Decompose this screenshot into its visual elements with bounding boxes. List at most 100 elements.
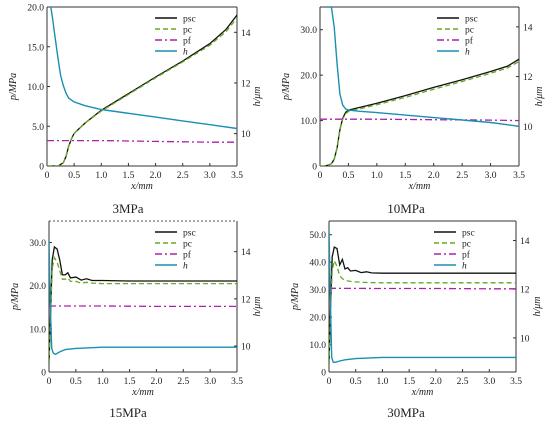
y-tick-label: 20.0	[300, 72, 317, 82]
series-line-psc	[320, 58, 519, 166]
y2-tick-label: 12	[523, 73, 533, 83]
legend-label-pc: pc	[183, 240, 192, 250]
y-tick-label: 10.0	[300, 117, 317, 127]
legend-label-pc: pc	[462, 240, 471, 250]
x-axis-label: x/mm	[408, 181, 431, 192]
y-tick-label: 5.0	[32, 123, 44, 133]
legend-label-pf: pf	[183, 36, 192, 47]
y2-tick-label: 10	[523, 123, 533, 133]
series-line-psc	[329, 246, 516, 364]
y-tick-label: 0	[41, 369, 46, 379]
y-axis-label: p/MPa	[290, 283, 301, 311]
legend-label-pf: pf	[462, 250, 471, 261]
y-tick-label: 0	[321, 369, 326, 379]
y-axis-label: p/MPa	[281, 73, 292, 101]
legend-label-psc: psc	[183, 15, 196, 25]
series-line-pc	[329, 258, 516, 364]
x-tick-label: 1.5	[403, 377, 415, 387]
y2-tick-label: 10	[241, 343, 251, 353]
series-line-h	[324, 7, 519, 127]
x-tick-label: 3.0	[204, 171, 216, 181]
panel-caption: 15MPa	[109, 405, 147, 420]
x-tick-label: 0	[47, 377, 52, 387]
legend-label-psc: psc	[183, 229, 196, 239]
x-tick-label: 0	[45, 171, 50, 181]
y2-tick-label: 10	[241, 130, 251, 140]
x-tick-label: 0.5	[350, 377, 362, 387]
x-tick-label: 1.5	[124, 377, 136, 387]
y2-axis-label: h/μm	[534, 86, 545, 106]
series-line-pc	[320, 60, 519, 166]
x-tick-label: 2.0	[428, 171, 440, 181]
panel-caption: 30MPa	[387, 405, 425, 420]
legend-label-psc: psc	[465, 15, 478, 25]
y-tick-label: 20.0	[29, 282, 46, 292]
y-tick-label: 50.0	[309, 231, 326, 241]
y2-tick-label: 14	[241, 248, 251, 258]
y-axis-label: p/MPa	[8, 73, 19, 101]
x-tick-label: 2.5	[456, 171, 468, 181]
legend-label-h: h	[183, 48, 188, 58]
x-tick-label: 3.5	[510, 377, 522, 387]
legend-label-h: h	[183, 262, 188, 272]
x-tick-label: 2.0	[430, 377, 442, 387]
y-tick-label: 40.0	[309, 259, 326, 269]
chart-panel-4: 0 0.5 1.0 1.5 2.0 2.5 3.0 3.5 0 10.0 20.0 30.0 40.0 5…	[290, 220, 543, 420]
chart-panel-3: 0 0.5 1.0 1.5 2.0 2.5 3.0 3.5 0 10.0 20.0 30.0 10 12 1…	[10, 220, 263, 420]
y-tick-label: 20.0	[309, 314, 326, 324]
y2-tick-label: 10	[520, 334, 530, 344]
y-tick-label: 20.0	[27, 4, 44, 14]
x-axis-label: x/mm	[131, 387, 154, 398]
x-tick-label: 3.0	[204, 377, 216, 387]
y2-tick-label: 12	[241, 79, 251, 89]
y2-tick-label: 12	[241, 295, 251, 305]
legend-label-pf: pf	[465, 36, 474, 47]
y-tick-label: 0	[39, 163, 44, 173]
x-tick-label: 0	[327, 377, 332, 387]
x-tick-label: 3.0	[485, 171, 497, 181]
series-line-psc	[49, 245, 237, 364]
y-tick-label: 0	[312, 163, 317, 173]
y-tick-label: 15.0	[27, 43, 44, 53]
y2-axis-label: h/μm	[252, 86, 263, 106]
x-tick-label: 0.5	[68, 171, 80, 181]
legend-label-pc: pc	[465, 26, 474, 36]
series-line-pc	[47, 17, 237, 166]
x-tick-label: 3.5	[513, 171, 525, 181]
x-tick-label: 2.5	[177, 377, 189, 387]
series-line-h	[329, 228, 516, 363]
legend-label-pf: pf	[183, 250, 192, 261]
legend-label-psc: psc	[462, 229, 475, 239]
legend-label-h: h	[462, 262, 467, 272]
y-tick-label: 10.0	[29, 325, 46, 335]
x-tick-label: 2.5	[457, 377, 469, 387]
x-tick-label: 1.5	[399, 171, 411, 181]
series-line-pc	[49, 255, 237, 364]
y-tick-label: 30.0	[300, 26, 317, 36]
y2-tick-label: 14	[241, 29, 251, 39]
x-tick-label: 2.0	[150, 377, 162, 387]
x-tick-label: 3.5	[231, 377, 243, 387]
y2-tick-label: 14	[520, 237, 530, 247]
series-line-h	[50, 7, 237, 130]
series-line-pf	[47, 139, 237, 143]
x-tick-label: 3.0	[483, 377, 495, 387]
x-tick-label: 1.5	[122, 171, 134, 181]
x-tick-label: 3.5	[231, 171, 243, 181]
y-tick-label: 10.0	[309, 341, 326, 351]
series-line-pf	[320, 118, 519, 122]
y2-tick-label: 12	[520, 286, 530, 296]
x-tick-label: 1.0	[95, 171, 107, 181]
legend-label-pc: pc	[183, 26, 192, 36]
chart-panel-2: 0 0.5 1.0 1.5 2.0 2.5 3.0 3.5 0 10.0 20.0 30.0 10 12 1…	[281, 6, 545, 216]
y2-axis-label: h/μm	[532, 296, 543, 316]
panel-caption: 3MPa	[112, 201, 143, 216]
x-tick-label: 2.5	[177, 171, 189, 181]
x-tick-label: 1.0	[376, 377, 388, 387]
y-tick-label: 10.0	[27, 83, 44, 93]
series-line-h	[49, 239, 237, 356]
x-tick-label: 1.0	[371, 171, 383, 181]
x-tick-label: 1.0	[97, 377, 109, 387]
x-axis-label: x/mm	[411, 387, 434, 398]
